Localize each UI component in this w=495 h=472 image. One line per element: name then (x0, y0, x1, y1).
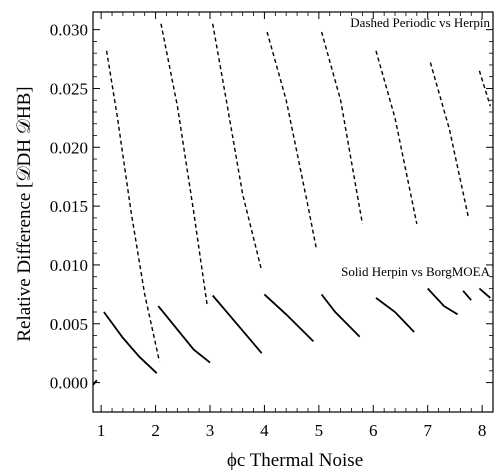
x-tick-label: 2 (151, 421, 160, 440)
series-solid-herpin-vs-borgmoea-segment-9 (462, 290, 472, 301)
x-tick-label: 8 (478, 421, 487, 440)
series-dashed-periodic-vs-herpin-segment-8 (478, 70, 491, 107)
y-tick-label: 0.030 (50, 21, 88, 40)
series-solid-herpin-vs-borgmoea-segment-5 (263, 293, 315, 343)
series-dashed-periodic-vs-herpin-segment-3 (212, 23, 263, 271)
series-solid-herpin-vs-borgmoea-segment-6 (320, 293, 361, 338)
x-tick-label: 5 (315, 421, 324, 440)
x-tick-label: 1 (97, 421, 106, 440)
series-dashed-periodic-vs-herpin-segment-5 (320, 31, 364, 224)
series-dashed-periodic-vs-herpin-segment-1 (105, 50, 161, 362)
annotation-dashed: Dashed Periodic vs Herpin (350, 15, 490, 30)
plot-border (92, 11, 494, 413)
x-axis-label: ϕc Thermal Noise (227, 450, 363, 471)
series-dashed-periodic-vs-herpin-segment-7 (429, 62, 470, 219)
series-solid-herpin-vs-borgmoea-segment-2 (103, 311, 158, 374)
plot-frame (92, 11, 494, 413)
x-tick-label: 4 (260, 421, 269, 440)
x-axis-ticks: 1 2 3 4 5 6 7 8 (97, 12, 486, 440)
y-axis-label: Relative Difference [𝒟DH 𝒟HB] (14, 86, 35, 341)
annotation-solid: Solid Herpin vs BorgMOEA (341, 264, 491, 279)
series-dashed-periodic-vs-herpin-segment-2 (160, 23, 208, 307)
series-solid-herpin-vs-borgmoea-segment-1 (92, 379, 98, 386)
y-tick-label: 0.005 (50, 315, 88, 334)
y-axis-ticks: 0.000 0.005 0.010 0.015 0.020 0.025 0.030 (50, 21, 493, 393)
y-tick-label: 0.020 (50, 138, 88, 157)
series-solid-herpin-vs-borgmoea-segment-7 (375, 297, 415, 333)
x-tick-label: 6 (369, 421, 378, 440)
series-solid-herpin-vs-borgmoea-segment-10 (478, 287, 491, 299)
y-tick-label: 0.015 (50, 197, 88, 216)
y-tick-label: 0.000 (50, 374, 88, 393)
x-tick-label: 7 (423, 421, 432, 440)
series-layer (92, 23, 491, 386)
series-dashed-periodic-vs-herpin-segment-4 (266, 31, 317, 248)
series-solid-herpin-vs-borgmoea-segment-3 (157, 305, 211, 364)
y-tick-label: 0.010 (50, 256, 88, 275)
x-tick-label: 3 (206, 421, 215, 440)
series-dashed-periodic-vs-herpin-segment-6 (375, 50, 418, 224)
series-solid-herpin-vs-borgmoea-segment-4 (212, 294, 263, 354)
y-tick-label: 0.025 (50, 79, 88, 98)
series-solid-herpin-vs-borgmoea-segment-8 (427, 287, 459, 316)
